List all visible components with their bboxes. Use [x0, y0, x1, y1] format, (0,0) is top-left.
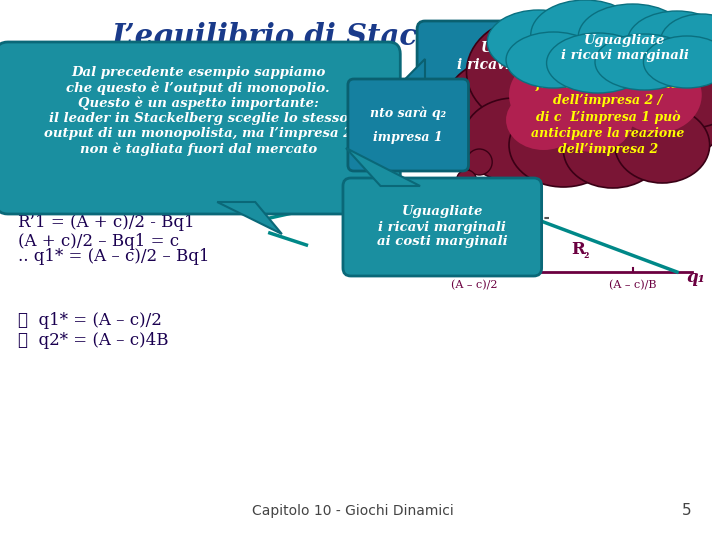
Ellipse shape — [578, 4, 687, 70]
Ellipse shape — [637, 32, 720, 128]
Ellipse shape — [595, 34, 694, 90]
Text: (A + c)/2 – Bq1 = c: (A + c)/2 – Bq1 = c — [18, 233, 179, 250]
Ellipse shape — [613, 64, 720, 160]
Ellipse shape — [443, 58, 565, 162]
Text: Dal precedente esempio sappiamo
che questo è l’output di monopolio.
Questo è un : Dal precedente esempio sappiamo che ques… — [44, 66, 352, 156]
Text: R2’ = (A - Bq1) – 2Bq2: R2’ = (A - Bq1) – 2Bq2 — [18, 72, 208, 89]
Polygon shape — [381, 59, 425, 104]
Ellipse shape — [462, 98, 565, 182]
Ellipse shape — [554, 92, 633, 152]
Ellipse shape — [644, 36, 720, 88]
Text: Capitolo 10 - Giochi Dinamici: Capitolo 10 - Giochi Dinamici — [252, 504, 454, 518]
Text: nto sarà q₂: nto sarà q₂ — [370, 106, 446, 120]
Ellipse shape — [509, 57, 598, 133]
Ellipse shape — [506, 32, 601, 88]
Ellipse shape — [509, 103, 618, 187]
Polygon shape — [346, 148, 420, 186]
Text: q₁: q₁ — [687, 268, 706, 286]
Text: C’ = c: C’ = c — [282, 72, 333, 89]
Text: ∴  q1* = (A – c)/2: ∴ q1* = (A – c)/2 — [18, 312, 162, 329]
Text: Uguagliate
i ricavi marginali: Uguagliate i ricavi marginali — [457, 42, 591, 72]
Ellipse shape — [557, 58, 679, 162]
Text: 5: 5 — [683, 503, 692, 518]
Circle shape — [449, 187, 464, 203]
Text: Ricavi marginali impresa 1:: Ricavi marginali impresa 1: — [18, 193, 265, 211]
Text: q2* = (A - Bq1)/2B: q2* = (A - Bq1)/2B — [18, 91, 175, 108]
Text: (A – c: (A – c — [356, 205, 394, 218]
Ellipse shape — [628, 11, 720, 71]
Ellipse shape — [660, 14, 720, 70]
Circle shape — [440, 213, 450, 223]
Text: L’impresa 1 sa che questa
funzione di reazione
dell’impresa 2 /
di c  L’impresa : L’impresa 1 sa che questa funzione di re… — [518, 62, 698, 156]
Circle shape — [467, 149, 492, 175]
Ellipse shape — [522, 7, 660, 123]
Ellipse shape — [531, 0, 639, 70]
Ellipse shape — [613, 57, 702, 133]
Text: R: R — [571, 241, 585, 259]
Polygon shape — [217, 202, 282, 234]
FancyBboxPatch shape — [348, 79, 469, 171]
Text: Uguagliate
i ricavi marginali: Uguagliate i ricavi marginali — [561, 34, 688, 62]
Text: .. q1* = (A – c)/2 – Bq1: .. q1* = (A – c)/2 – Bq1 — [18, 248, 210, 265]
Text: (A – c)/2: (A – c)/2 — [451, 280, 498, 291]
Ellipse shape — [497, 47, 626, 157]
Ellipse shape — [506, 90, 581, 150]
Text: (A – c)/B: (A – c)/B — [609, 280, 657, 291]
Ellipse shape — [563, 112, 662, 188]
Circle shape — [456, 170, 477, 190]
Text: L’equilibrio di Stackelberg (2): L’equilibrio di Stackelberg (2) — [112, 22, 600, 51]
Circle shape — [444, 202, 456, 214]
FancyBboxPatch shape — [417, 21, 631, 92]
Ellipse shape — [487, 10, 590, 74]
FancyBboxPatch shape — [343, 178, 541, 276]
Text: R’1 = (A + c)/2 - Bq1: R’1 = (A + c)/2 - Bq1 — [18, 214, 194, 231]
Text: ₂: ₂ — [583, 248, 589, 261]
Ellipse shape — [467, 17, 601, 127]
Text: Uguagliate
i ricavi marginali
ai costi marginali: Uguagliate i ricavi marginali ai costi m… — [377, 206, 508, 248]
Ellipse shape — [559, 48, 657, 132]
Text: ∴  q2* = (A – c)4B: ∴ q2* = (A – c)4B — [18, 332, 168, 349]
Ellipse shape — [546, 33, 649, 93]
Text: impresa 1: impresa 1 — [374, 131, 443, 144]
FancyBboxPatch shape — [0, 42, 400, 214]
Ellipse shape — [615, 107, 710, 183]
Ellipse shape — [583, 21, 711, 125]
